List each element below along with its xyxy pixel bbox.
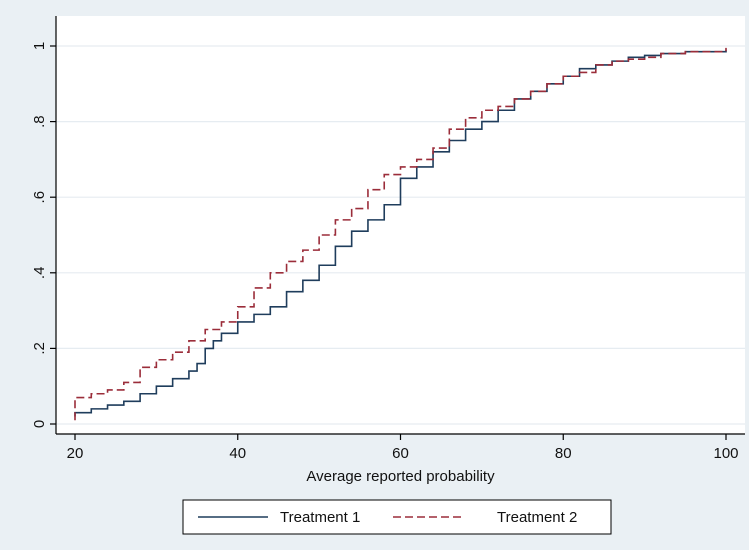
legend-label-1: Treatment 1 — [280, 509, 360, 526]
y-tick-label-3: .6 — [31, 191, 48, 204]
series-line-2 — [74, 47, 727, 421]
x-tick-label-2: 60 — [392, 445, 409, 462]
x-axis-ticks: 20 40 60 80 100 — [67, 434, 739, 462]
plot-area — [56, 16, 745, 434]
legend-label-2: Treatment 2 — [497, 509, 577, 526]
x-tick-label-0: 20 — [67, 445, 84, 462]
y-tick-label-5: 1 — [31, 42, 48, 50]
series-lines — [74, 47, 727, 421]
x-tick-label-3: 80 — [555, 445, 572, 462]
y-tick-label-4: .8 — [31, 115, 48, 128]
x-tick-label-1: 40 — [229, 445, 246, 462]
legend: Treatment 1 Treatment 2 — [182, 499, 612, 535]
y-tick-label-2: .4 — [31, 267, 48, 280]
x-axis-title: Average reported probability — [306, 468, 495, 485]
x-tick-label-4: 100 — [713, 445, 738, 462]
y-axis-ticks: 0 .2 .4 .6 .8 1 — [31, 42, 56, 428]
series-line-1 — [74, 49, 727, 417]
y-tick-label-0: 0 — [31, 420, 48, 428]
y-tick-label-1: .2 — [31, 342, 48, 355]
